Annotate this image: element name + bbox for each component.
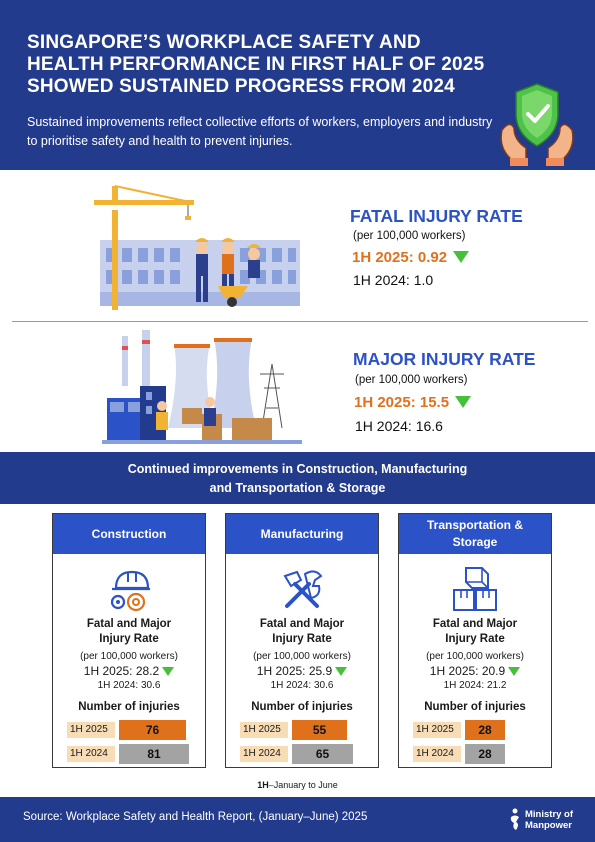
- metric-line-1: Fatal and Major: [432, 618, 518, 630]
- injuries-row-2025: 1H 2025 28: [413, 720, 543, 740]
- metric-line-2: Injury Rate: [272, 633, 332, 645]
- injuries-label-2025: 1H 2025: [67, 722, 115, 738]
- injuries-bar-2024: 28: [465, 744, 505, 764]
- metric-title: Fatal and Major Injury Rate: [53, 617, 205, 647]
- fatal-rate-2025: 1H 2025: 0.92: [352, 249, 470, 266]
- metric-line-2: Injury Rate: [99, 633, 159, 645]
- metric-line-2: Injury Rate: [445, 633, 505, 645]
- rate-2025: 1H 2025: 25.9: [226, 664, 378, 678]
- rate-2025: 1H 2025: 20.9: [399, 664, 551, 678]
- rate-2025-value: 1H 2025: 20.9: [429, 664, 506, 678]
- footer-banner: Source: Workplace Safety and Health Repo…: [0, 797, 595, 842]
- injuries-bar-2024: 81: [119, 744, 189, 764]
- source-text: Source: Workplace Safety and Health Repo…: [23, 811, 368, 823]
- rate-2024: 1H 2024: 21.2: [443, 680, 507, 691]
- injuries-label-2024: 1H 2024: [67, 746, 115, 762]
- major-rate-title: MAJOR INJURY RATE: [353, 349, 536, 369]
- fatal-rate-2024: 1H 2024: 1.0: [353, 272, 434, 288]
- injuries-title: Number of injuries: [78, 701, 180, 713]
- metric-per: (per 100,000 workers): [80, 651, 178, 662]
- injuries-bar-2025: 76: [119, 720, 186, 740]
- sector-name: Manufacturing: [226, 514, 378, 554]
- down-arrow-icon: [508, 667, 521, 676]
- section-divider: [12, 321, 588, 322]
- injuries-bar-2024: 65: [292, 744, 353, 764]
- fatal-rate-per: (per 100,000 workers): [353, 230, 466, 242]
- major-rate-2024: 1H 2024: 16.6: [355, 418, 443, 434]
- sectors-heading-line-1: Continued improvements in Construction, …: [127, 462, 468, 476]
- construction-illustration: [94, 185, 300, 310]
- fatal-rate-title: FATAL INJURY RATE: [350, 206, 523, 226]
- ministry-logo: Ministry of Manpower: [508, 804, 588, 836]
- page-subtitle: Sustained improvements reflect collectiv…: [27, 115, 493, 148]
- boxes-icon: [453, 567, 497, 611]
- mom-logo-icon: [510, 808, 519, 830]
- major-rate-2025-value: 1H 2025: 15.5: [354, 394, 450, 411]
- down-arrow-icon: [453, 251, 470, 263]
- title-line-1: SINGAPORE’S WORKPLACE SAFETY AND: [27, 32, 421, 53]
- rate-2025: 1H 2025: 28.2: [53, 664, 205, 678]
- title-line-3: SHOWED SUSTAINED PROGRESS FROM 2024: [27, 76, 455, 97]
- rate-2025-value: 1H 2025: 28.2: [83, 664, 160, 678]
- factory-illustration: [102, 330, 302, 444]
- injuries-label-2025: 1H 2025: [240, 722, 288, 738]
- rate-2024: 1H 2024: 30.6: [270, 680, 334, 691]
- injuries-row-2025: 1H 2025 76: [67, 720, 197, 740]
- injuries-label-2024: 1H 2024: [413, 746, 461, 762]
- logo-line-2: Manpower: [525, 820, 572, 831]
- rate-2024: 1H 2024: 30.6: [97, 680, 161, 691]
- shield-hands-icon: [500, 83, 574, 166]
- down-arrow-icon: [162, 667, 175, 676]
- major-rate-per: (per 100,000 workers): [355, 374, 468, 386]
- sector-name: Transportation & Storage: [399, 514, 551, 554]
- injuries-label-2025: 1H 2025: [413, 722, 461, 738]
- injuries-bar-2025: 28: [465, 720, 505, 740]
- footnote: 1H–January to June: [0, 780, 595, 790]
- rate-2025-value: 1H 2025: 25.9: [256, 664, 333, 678]
- sector-name: Construction: [53, 514, 205, 554]
- injuries-label-2024: 1H 2024: [240, 746, 288, 762]
- injuries-title: Number of injuries: [424, 701, 526, 713]
- metric-title: Fatal and Major Injury Rate: [399, 617, 551, 647]
- injuries-row-2024: 1H 2024 65: [240, 744, 370, 764]
- down-arrow-icon: [335, 667, 348, 676]
- sector-card-construction: Construction Fatal and Major Injury Rate…: [52, 513, 206, 768]
- page-title: SINGAPORE’S WORKPLACE SAFETY AND HEALTH …: [27, 32, 527, 98]
- sector-card-transportation: Transportation & Storage Fatal and Major…: [398, 513, 552, 768]
- injuries-bar-2025: 55: [292, 720, 347, 740]
- footnote-text: –January to June: [268, 780, 338, 790]
- sector-card-manufacturing: Manufacturing Fatal and Major Injury Rat…: [225, 513, 379, 768]
- metric-per: (per 100,000 workers): [253, 651, 351, 662]
- hardhat-gears-icon: [110, 570, 150, 612]
- logo-line-1: Ministry of: [525, 809, 574, 820]
- metric-title: Fatal and Major Injury Rate: [226, 617, 378, 647]
- sectors-heading-line-2: and Transportation & Storage: [209, 481, 386, 495]
- metric-per: (per 100,000 workers): [426, 651, 524, 662]
- mom-logo-text: Ministry of Manpower: [525, 809, 573, 831]
- injuries-row-2024: 1H 2024 81: [67, 744, 197, 764]
- footnote-bold: 1H: [257, 780, 269, 790]
- injuries-row-2025: 1H 2025 55: [240, 720, 370, 740]
- injuries-row-2024: 1H 2024 28: [413, 744, 543, 764]
- fatal-rate-2025-value: 1H 2025: 0.92: [352, 249, 448, 266]
- metric-line-1: Fatal and Major: [259, 618, 345, 630]
- major-rate-2025: 1H 2025: 15.5: [354, 394, 472, 411]
- title-line-2: HEALTH PERFORMANCE IN FIRST HALF OF 2025: [27, 54, 485, 75]
- injuries-title: Number of injuries: [251, 701, 353, 713]
- sectors-heading: Continued improvements in Construction, …: [0, 452, 595, 504]
- wrench-hammer-icon: [283, 570, 323, 608]
- header-banner: SINGAPORE’S WORKPLACE SAFETY AND HEALTH …: [0, 0, 595, 170]
- down-arrow-icon: [455, 396, 472, 408]
- metric-line-1: Fatal and Major: [86, 618, 172, 630]
